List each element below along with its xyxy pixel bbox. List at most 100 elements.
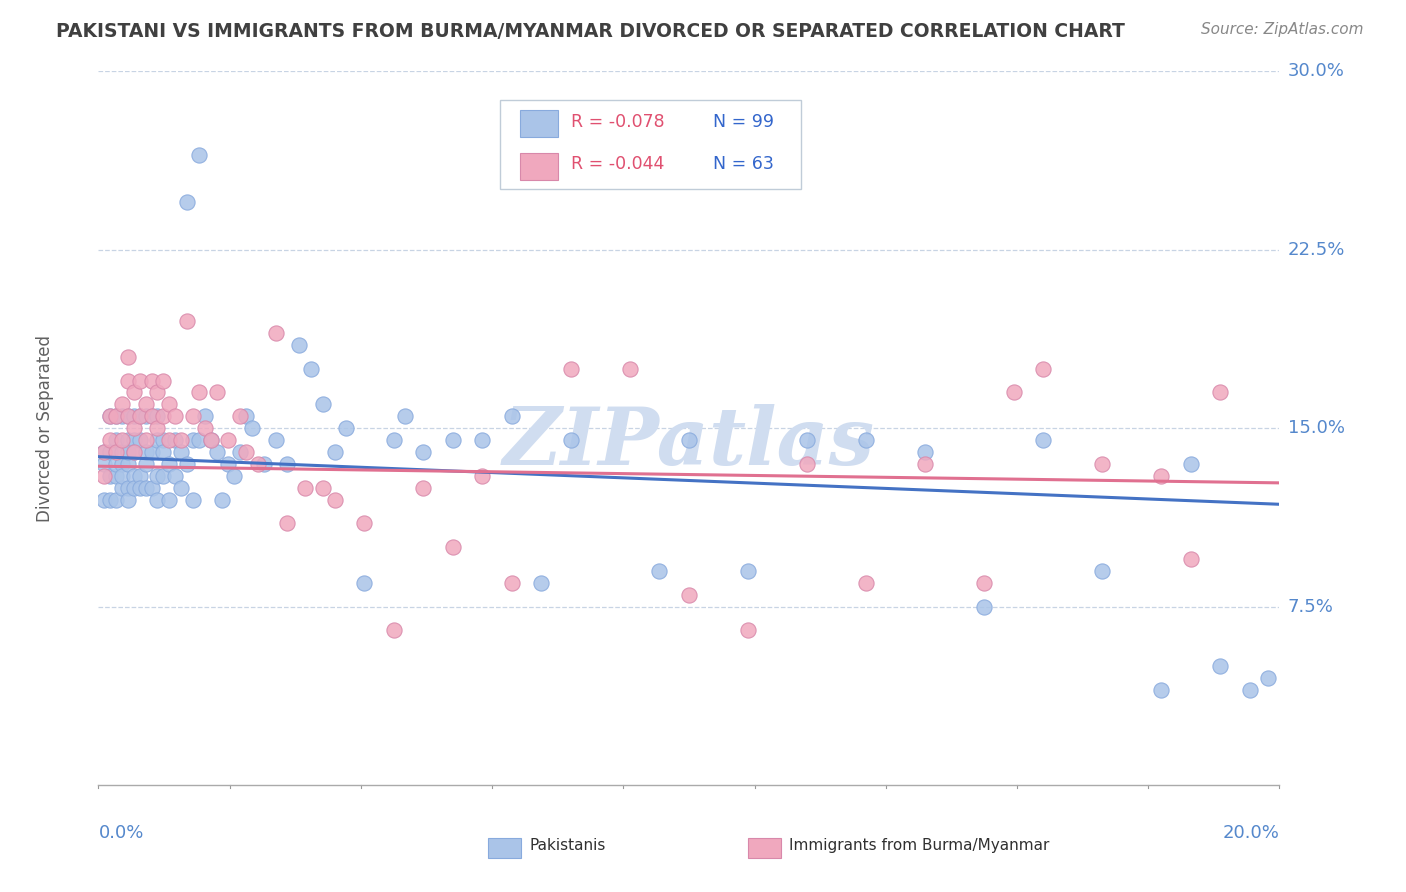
Point: [152, 374, 174, 388]
Point: [1150, 682, 1173, 697]
Point: [93, 445, 115, 459]
Point: [224, 468, 246, 483]
Point: [276, 516, 298, 531]
Point: [229, 409, 252, 424]
Point: [111, 481, 134, 495]
Text: N = 63: N = 63: [713, 155, 773, 173]
Point: [165, 409, 187, 424]
Text: N = 99: N = 99: [713, 112, 773, 130]
Point: [240, 421, 263, 435]
Point: [441, 540, 464, 554]
Point: [855, 575, 877, 590]
Point: [264, 433, 287, 447]
Point: [194, 421, 217, 435]
Point: [1239, 682, 1261, 697]
Point: [973, 599, 995, 614]
Point: [181, 492, 204, 507]
Point: [678, 588, 700, 602]
Point: [1002, 385, 1025, 400]
Point: [135, 433, 157, 447]
Point: [1209, 385, 1232, 400]
Text: PAKISTANI VS IMMIGRANTS FROM BURMA/MYANMAR DIVORCED OR SEPARATED CORRELATION CHA: PAKISTANI VS IMMIGRANTS FROM BURMA/MYANM…: [56, 22, 1125, 41]
Text: 22.5%: 22.5%: [1288, 241, 1346, 259]
Point: [111, 397, 134, 411]
Text: Source: ZipAtlas.com: Source: ZipAtlas.com: [1201, 22, 1364, 37]
Point: [105, 468, 128, 483]
Point: [1257, 671, 1279, 685]
Point: [382, 624, 405, 638]
Point: [146, 492, 169, 507]
Text: Immigrants from Burma/Myanmar: Immigrants from Burma/Myanmar: [789, 838, 1050, 853]
Point: [122, 481, 145, 495]
Point: [737, 624, 759, 638]
Point: [176, 314, 198, 328]
Point: [128, 481, 150, 495]
Text: Divorced or Separated: Divorced or Separated: [37, 334, 55, 522]
Point: [98, 433, 121, 447]
Point: [229, 445, 252, 459]
Point: [1091, 564, 1114, 578]
Point: [1032, 361, 1054, 376]
Point: [170, 445, 193, 459]
Point: [135, 397, 157, 411]
Point: [128, 409, 150, 424]
Point: [122, 409, 145, 424]
Point: [165, 468, 187, 483]
Point: [122, 468, 145, 483]
Point: [111, 433, 134, 447]
Point: [394, 409, 416, 424]
Point: [973, 575, 995, 590]
Point: [122, 433, 145, 447]
Point: [412, 481, 434, 495]
Point: [235, 409, 257, 424]
Point: [187, 433, 209, 447]
Point: [211, 492, 233, 507]
Point: [560, 361, 582, 376]
Point: [157, 457, 180, 471]
Point: [141, 481, 163, 495]
Point: [157, 397, 180, 411]
Point: [205, 385, 228, 400]
Point: [111, 445, 134, 459]
Point: [312, 397, 335, 411]
Point: [501, 575, 523, 590]
Point: [117, 492, 139, 507]
Point: [146, 421, 169, 435]
Point: [165, 433, 187, 447]
Text: R = -0.078: R = -0.078: [571, 112, 665, 130]
Point: [299, 361, 322, 376]
Point: [471, 468, 494, 483]
Point: [128, 374, 150, 388]
Point: [122, 385, 145, 400]
Text: R = -0.044: R = -0.044: [571, 155, 664, 173]
Point: [914, 457, 936, 471]
Point: [117, 374, 139, 388]
Point: [200, 433, 222, 447]
Point: [619, 136, 641, 150]
Point: [135, 481, 157, 495]
Point: [678, 433, 700, 447]
Point: [471, 433, 494, 447]
Point: [141, 409, 163, 424]
Point: [117, 409, 139, 424]
Point: [98, 409, 121, 424]
Point: [170, 481, 193, 495]
Point: [122, 445, 145, 459]
Point: [187, 385, 209, 400]
Text: ZIPatlas: ZIPatlas: [503, 404, 875, 481]
Text: 20.0%: 20.0%: [1223, 824, 1279, 842]
Point: [501, 409, 523, 424]
Point: [105, 433, 128, 447]
Point: [128, 433, 150, 447]
Point: [1150, 468, 1173, 483]
Point: [105, 409, 128, 424]
Point: [312, 481, 335, 495]
Point: [117, 350, 139, 364]
Bar: [488, 838, 522, 858]
Point: [105, 445, 128, 459]
Point: [441, 433, 464, 447]
Point: [122, 445, 145, 459]
Point: [737, 564, 759, 578]
Point: [353, 575, 375, 590]
Point: [1209, 659, 1232, 673]
